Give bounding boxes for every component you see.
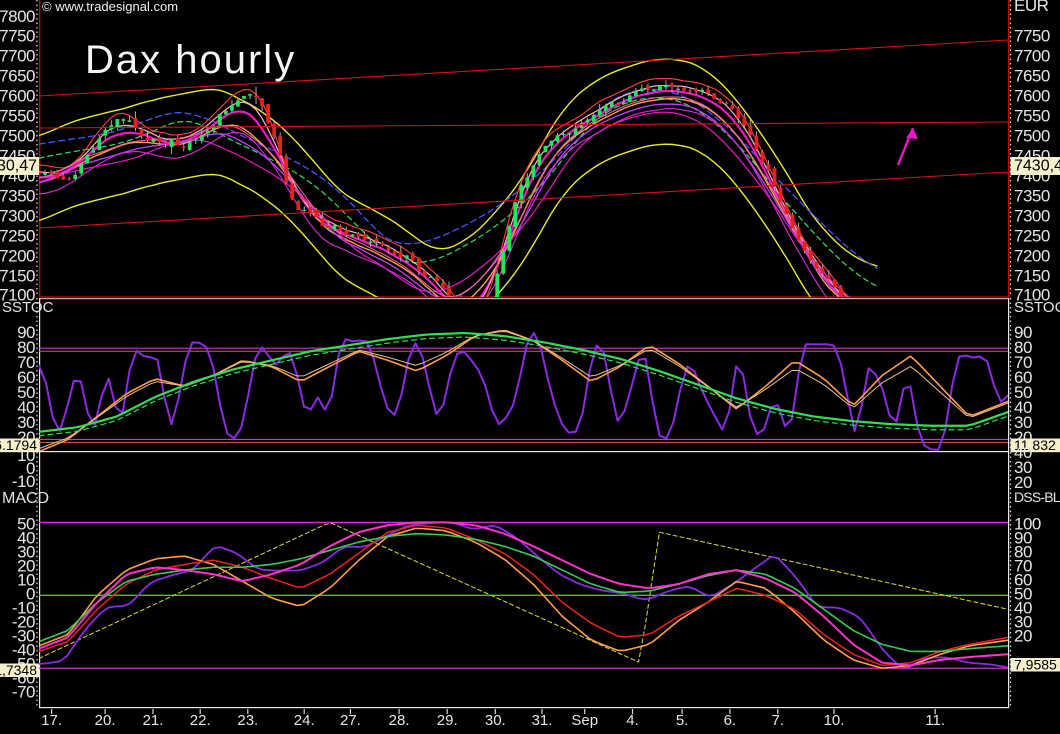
svg-text:29.: 29. [437,712,458,729]
svg-text:7600: 7600 [1014,87,1050,106]
svg-text:7500: 7500 [1014,127,1050,146]
svg-text:22.: 22. [190,712,211,729]
svg-text:7550: 7550 [1014,107,1050,126]
svg-text:7300: 7300 [1014,207,1050,226]
svg-text:11.: 11. [925,712,945,729]
svg-text:7200: 7200 [1014,247,1050,266]
svg-text:7600: 7600 [0,87,35,106]
svg-text:20.: 20. [95,712,116,729]
svg-text:Sep: Sep [571,712,598,729]
svg-text:7650: 7650 [0,67,35,86]
svg-text:7250: 7250 [1014,227,1050,246]
svg-text:7200: 7200 [0,247,35,266]
svg-text:5.: 5. [676,712,689,729]
svg-text:27.: 27. [340,712,361,729]
svg-text:7750: 7750 [1014,27,1050,46]
svg-text:7350: 7350 [1014,187,1050,206]
svg-text:31.: 31. [532,712,553,729]
svg-text:7800: 7800 [0,7,35,26]
svg-text:7500: 7500 [0,127,35,146]
svg-text:30.: 30. [485,712,506,729]
svg-text:7350: 7350 [0,187,35,206]
svg-text:21.: 21. [143,712,164,729]
svg-text:7150: 7150 [1014,267,1050,286]
svg-text:MACD: MACD [2,490,49,507]
svg-text:24.: 24. [294,712,315,729]
svg-text:EUR: EUR [1014,0,1049,15]
svg-text:Dax hourly: Dax hourly [85,38,296,82]
svg-text:20: 20 [1014,627,1032,646]
svg-text:17.: 17. [41,712,62,729]
svg-text:DSS-BLAU: DSS-BLAU [1014,489,1060,505]
svg-text:7300: 7300 [0,207,35,226]
svg-text:7650: 7650 [1014,67,1050,86]
svg-text:7150: 7150 [0,267,35,286]
svg-text:7,9585: 7,9585 [1014,657,1057,673]
svg-text:-70: -70 [12,683,35,702]
svg-text:7700: 7700 [0,47,35,66]
svg-text:10.: 10. [824,712,845,729]
svg-text:SSTOC: SSTOC [1014,299,1060,316]
svg-text:© www.tradesignal.com: © www.tradesignal.com [42,0,178,14]
svg-text:7250: 7250 [0,227,35,246]
svg-text:-10: -10 [12,472,35,491]
svg-text:7750: 7750 [0,27,35,46]
svg-text:SSTOC: SSTOC [2,299,54,316]
svg-text:7.: 7. [772,712,785,729]
svg-text:7430,47: 7430,47 [1014,158,1060,175]
svg-text:28.: 28. [389,712,410,729]
svg-text:23.: 23. [237,712,258,729]
svg-text:1,7348: 1,7348 [0,662,37,678]
svg-text:430,47: 430,47 [0,158,37,175]
svg-text:7550: 7550 [0,107,35,126]
svg-text:7700: 7700 [1014,47,1050,66]
svg-text:4.: 4. [626,712,639,729]
svg-text:6.: 6. [724,712,737,729]
